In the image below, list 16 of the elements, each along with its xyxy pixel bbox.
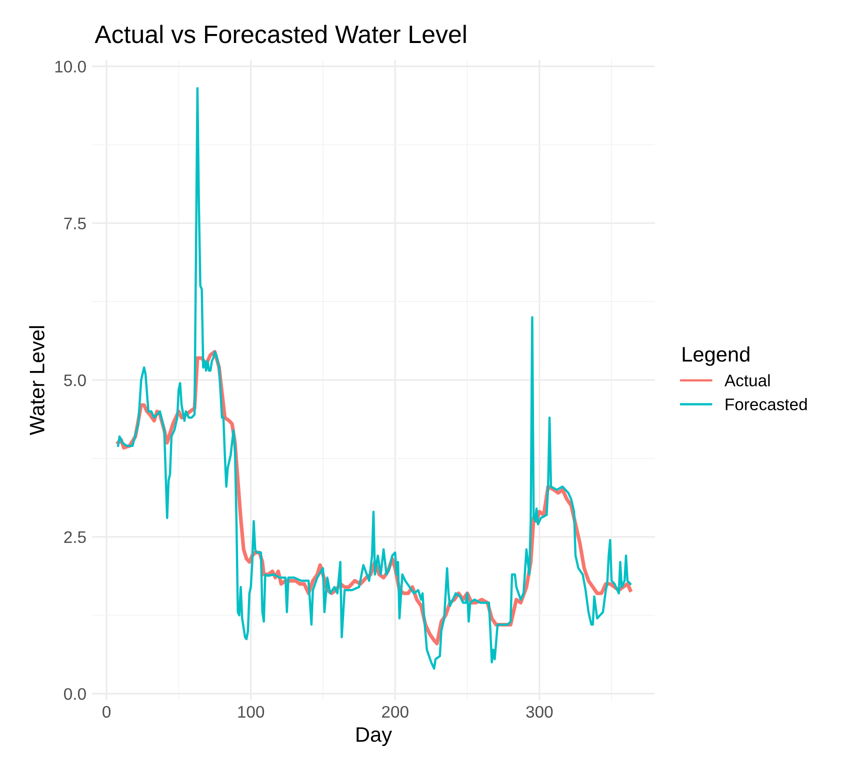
y-tick-label: 5.0 bbox=[64, 374, 86, 386]
y-axis-title: Water Level bbox=[29, 326, 44, 436]
legend-title: Legend bbox=[682, 346, 750, 366]
y-tick-label: 2.5 bbox=[64, 531, 86, 544]
x-tick-label: 300 bbox=[526, 706, 553, 718]
legend-label: Forecasted bbox=[726, 398, 807, 410]
x-tick-label: 200 bbox=[382, 706, 408, 718]
line-series bbox=[116, 87, 632, 670]
chart-title: Actual vs Forecasted Water Level bbox=[94, 24, 466, 44]
legend-label: Actual bbox=[724, 374, 770, 386]
x-axis-title: Day bbox=[356, 727, 392, 746]
y-tick-label: 0.0 bbox=[64, 688, 86, 700]
x-tick-label: 100 bbox=[238, 706, 264, 718]
y-tick-label: 7.5 bbox=[64, 218, 86, 230]
y-tick-label: 10.0 bbox=[55, 60, 86, 73]
x-tick-label: 0 bbox=[102, 706, 111, 718]
